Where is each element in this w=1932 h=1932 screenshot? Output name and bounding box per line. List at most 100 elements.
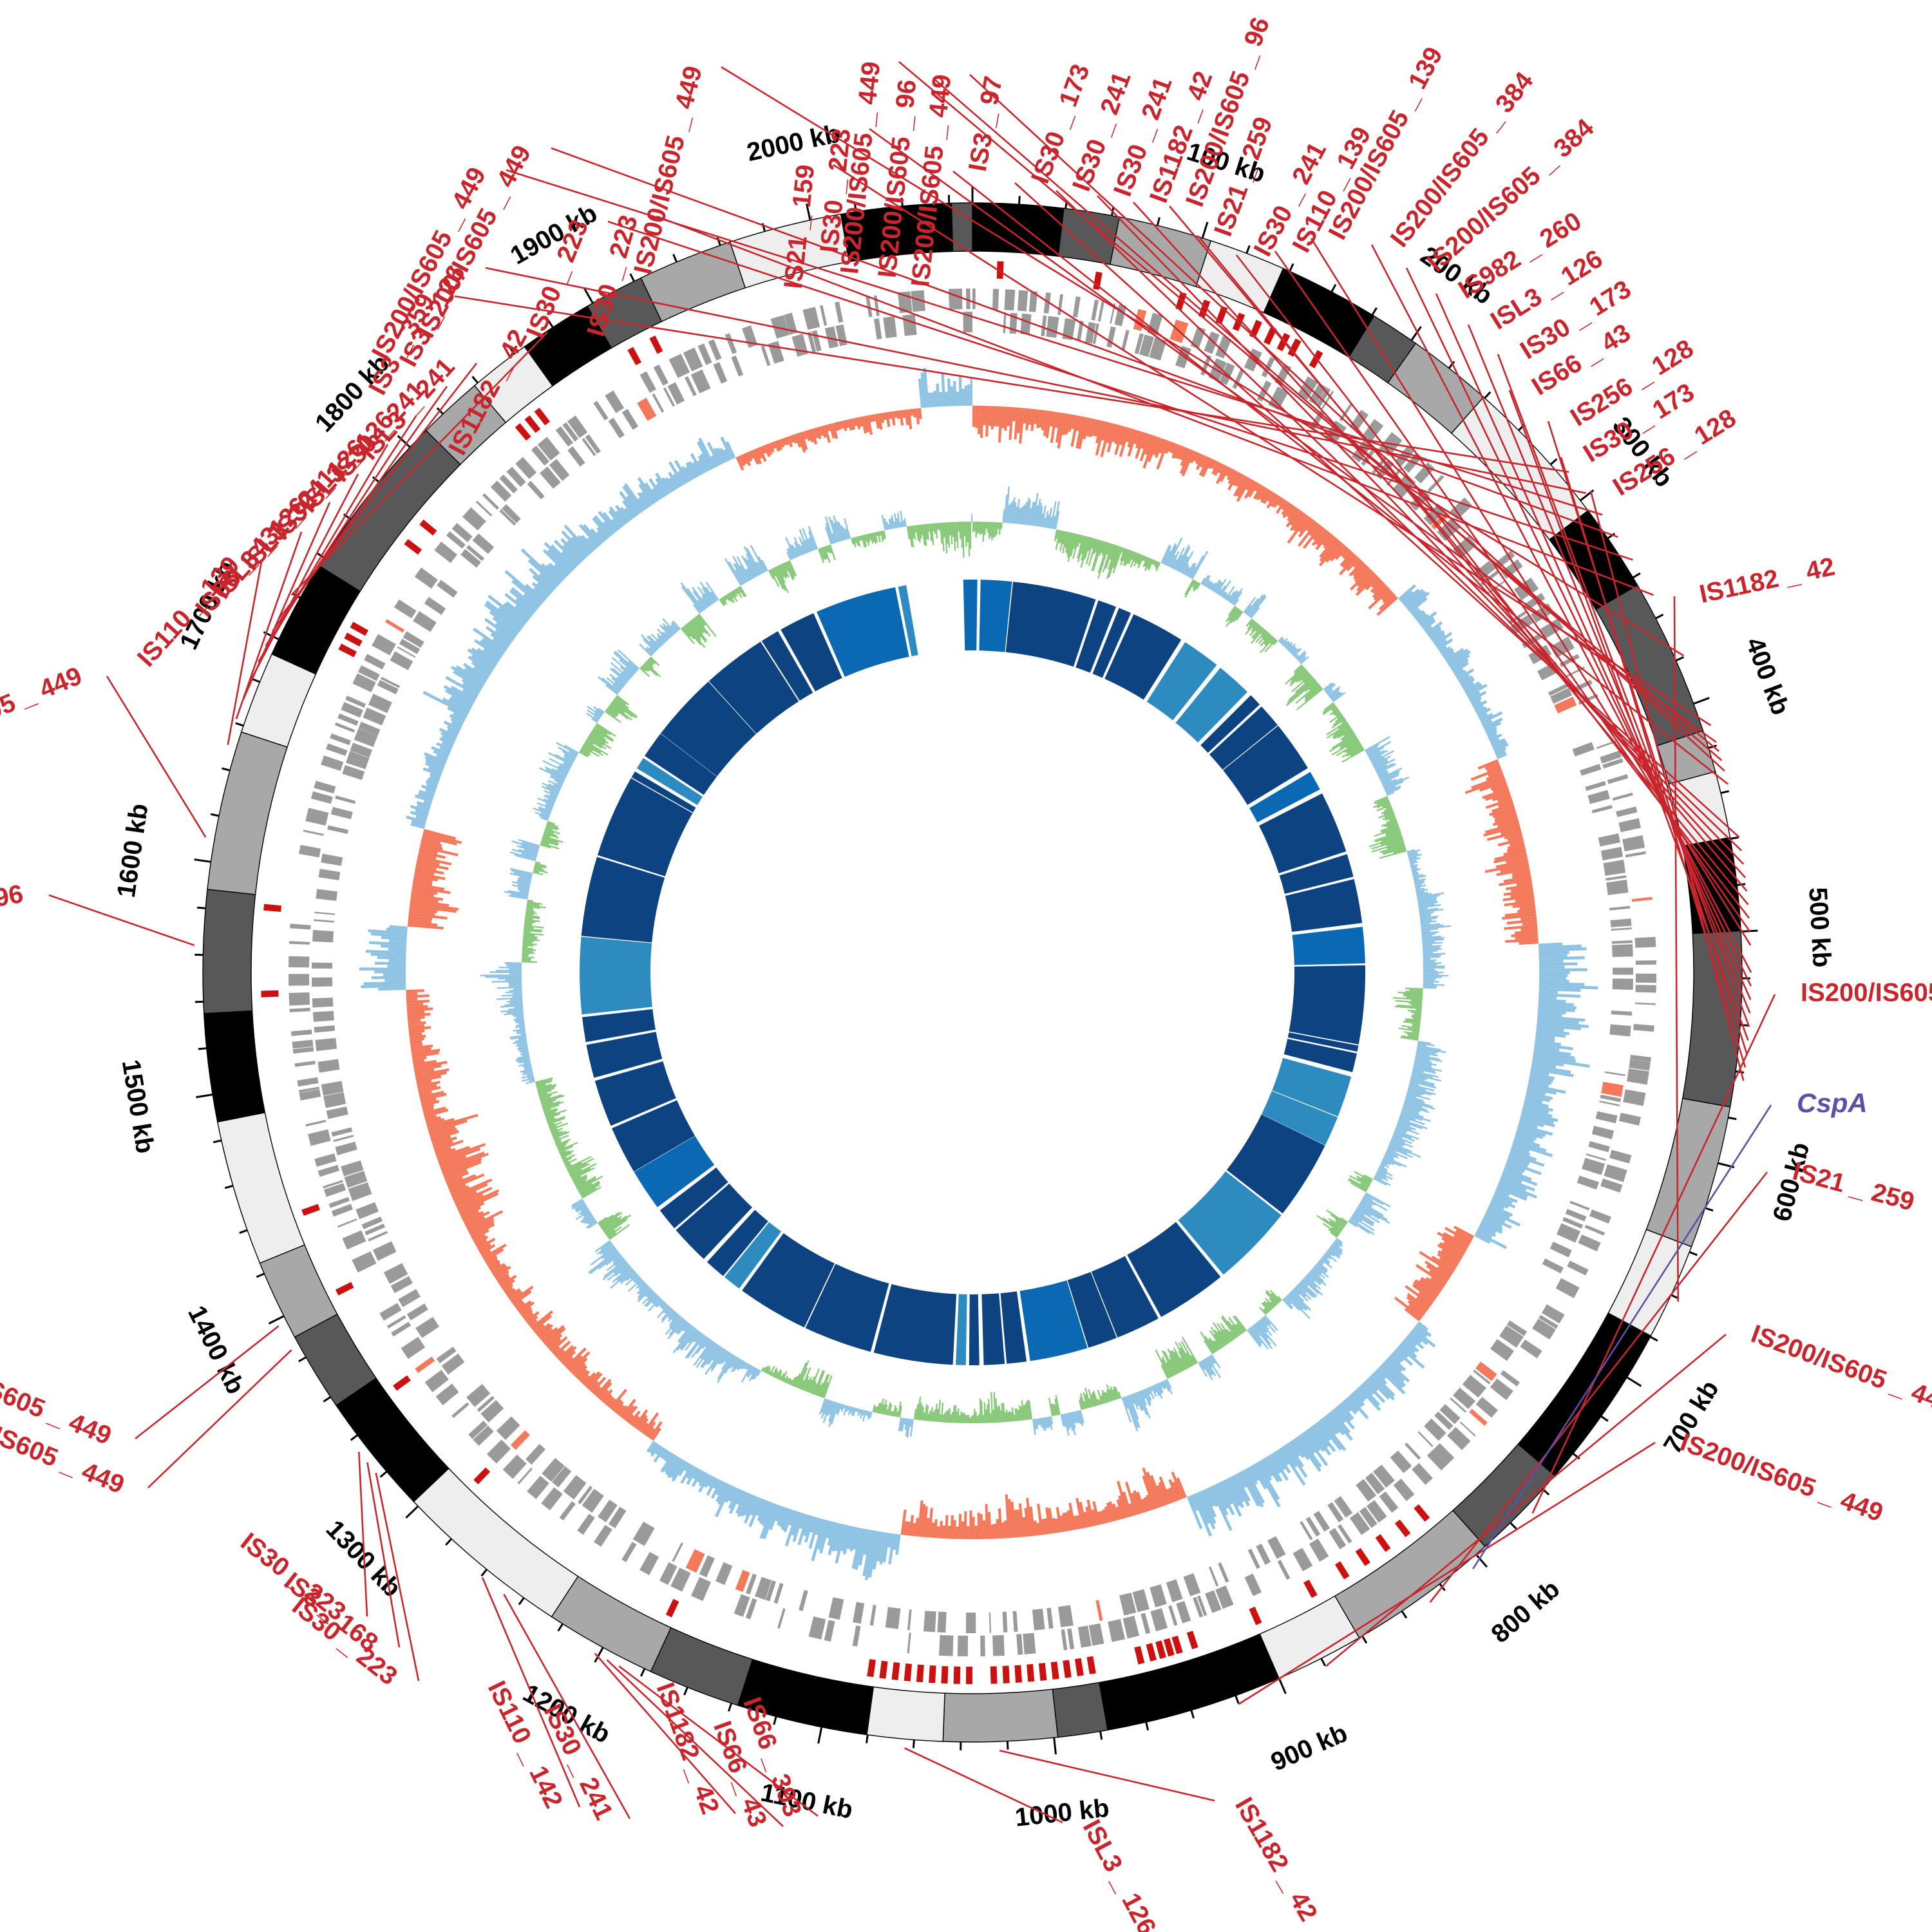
- gc-skew-bar: [381, 936, 407, 941]
- gc-skew-bar: [489, 1262, 501, 1271]
- gc-skew-bar: [775, 1506, 784, 1522]
- cds-reverse-block: [499, 509, 516, 526]
- gc-skew-bar: [1444, 1227, 1472, 1244]
- gc-content-bar: [695, 1332, 703, 1343]
- gc-skew-bar: [1408, 1332, 1422, 1344]
- gc-content-bar: [543, 1108, 551, 1112]
- gc-skew-bar: [461, 679, 482, 692]
- gc-skew-bar: [1508, 1155, 1530, 1165]
- axis-minor-tick: [235, 722, 244, 727]
- cds-forward-block: [1600, 750, 1622, 764]
- gc-content-bar: [556, 741, 578, 755]
- gc-skew-bar: [1416, 1264, 1446, 1286]
- gc-skew-bar: [1535, 1037, 1555, 1043]
- gc-skew-bar: [1055, 412, 1063, 443]
- gc-content-bar: [1411, 1074, 1428, 1080]
- gc-skew-bar: [413, 877, 433, 884]
- gc-skew-bar: [1496, 867, 1530, 876]
- gc-skew-bar: [813, 428, 819, 439]
- karyotype-band: [1057, 207, 1121, 265]
- gc-content-bar: [774, 1372, 779, 1378]
- gc-skew-bar: [1001, 1522, 1005, 1539]
- gc-skew-bar: [1318, 540, 1341, 567]
- gc-content-bar: [969, 522, 972, 549]
- gc-skew-bar: [1515, 1131, 1537, 1141]
- gc-content-bar: [1139, 1390, 1147, 1406]
- gc-content-bar: [918, 1402, 922, 1421]
- cds-forward-block: [1447, 1426, 1471, 1450]
- cds-reverse-block: [685, 1549, 705, 1573]
- gc-content-bar: [802, 527, 813, 552]
- gc-content-bar: [998, 522, 1001, 535]
- cds-reverse-block: [1542, 1258, 1564, 1274]
- axis-minor-tick: [672, 254, 677, 263]
- gc-skew-bar: [410, 1043, 423, 1048]
- gc-content-bar: [948, 1408, 951, 1423]
- gc-content-bar: [526, 1080, 535, 1084]
- gc-content-bar: [737, 586, 746, 598]
- gc-skew-bar: [1493, 853, 1528, 864]
- cds-forward-block: [1635, 973, 1656, 983]
- coverage-block: [981, 1293, 1005, 1365]
- gc-skew-bar: [1454, 668, 1464, 676]
- gc-content-bar: [612, 1255, 623, 1264]
- gc-skew-bar: [1024, 1508, 1030, 1537]
- cds-reverse-block: [551, 1466, 572, 1488]
- gc-skew-bar: [461, 1210, 480, 1221]
- gc-content-bar: [1376, 801, 1390, 808]
- gc-skew-bar: [1490, 782, 1508, 791]
- cds-forward-block: [517, 1468, 533, 1484]
- gc-skew-bar: [1295, 1436, 1321, 1472]
- gc-skew-bar: [1065, 1511, 1071, 1531]
- cds-forward-block: [506, 466, 526, 487]
- gc-content-bar: [670, 623, 679, 632]
- gc-content-bar: [598, 707, 605, 714]
- gc-content-bar: [1262, 1316, 1276, 1333]
- gc-skew-bar: [1487, 1206, 1511, 1219]
- gc-content-bar: [538, 806, 552, 813]
- gc-content-bar: [1011, 1407, 1015, 1422]
- gc-skew-bar: [1528, 1077, 1552, 1085]
- gc-skew-bar: [474, 639, 502, 659]
- is-label-leader-line: [898, 61, 1720, 752]
- gc-skew-bar: [1041, 410, 1047, 431]
- gc-content-bar: [590, 732, 609, 744]
- gc-content-bar: [1246, 1329, 1262, 1348]
- cds-forward-block: [1114, 304, 1127, 327]
- gc-content-bar: [1047, 507, 1053, 529]
- gc-skew-bar: [1122, 1492, 1133, 1517]
- cds-forward-block: [653, 365, 668, 386]
- gc-content-bar: [1421, 924, 1444, 929]
- gc-skew-bar: [1537, 1012, 1562, 1018]
- gc-content-bar: [1417, 1045, 1441, 1051]
- coverage-block: [645, 734, 717, 795]
- gc-skew-bar: [714, 1484, 733, 1518]
- cds-reverse-block: [399, 638, 421, 654]
- gc-content-bar: [851, 1407, 855, 1416]
- gc-content-bar: [1127, 1395, 1141, 1428]
- gc-content-bar: [642, 664, 650, 672]
- gc-content-bar: [975, 1412, 977, 1423]
- gc-content-bar: [553, 1131, 570, 1139]
- gc-skew-bar: [416, 800, 431, 808]
- gc-content-bar: [598, 1214, 614, 1226]
- gc-content-bar: [680, 582, 703, 612]
- gc-content-bar: [769, 569, 780, 587]
- gc-content-bar: [1072, 534, 1080, 559]
- gc-skew-bar: [1539, 962, 1578, 966]
- gc-content-bar: [909, 526, 914, 548]
- is-feature-mark: [1050, 1661, 1059, 1680]
- gc-content-bar: [1423, 978, 1437, 980]
- gc-content-bar: [1019, 507, 1023, 524]
- cds-reverse-block: [663, 387, 676, 407]
- gc-content-bar: [786, 561, 795, 579]
- karyotype-band: [1645, 1097, 1731, 1247]
- gc-skew-bar: [388, 959, 406, 963]
- cds-forward-block: [1600, 1178, 1623, 1193]
- gc-content-bar: [662, 623, 674, 636]
- gc-skew-bar: [1309, 523, 1320, 536]
- gc-content-bar: [549, 1125, 557, 1130]
- gc-skew-bar: [412, 882, 445, 891]
- gc-content-bar: [860, 1409, 864, 1419]
- gc-content-bar: [525, 913, 534, 916]
